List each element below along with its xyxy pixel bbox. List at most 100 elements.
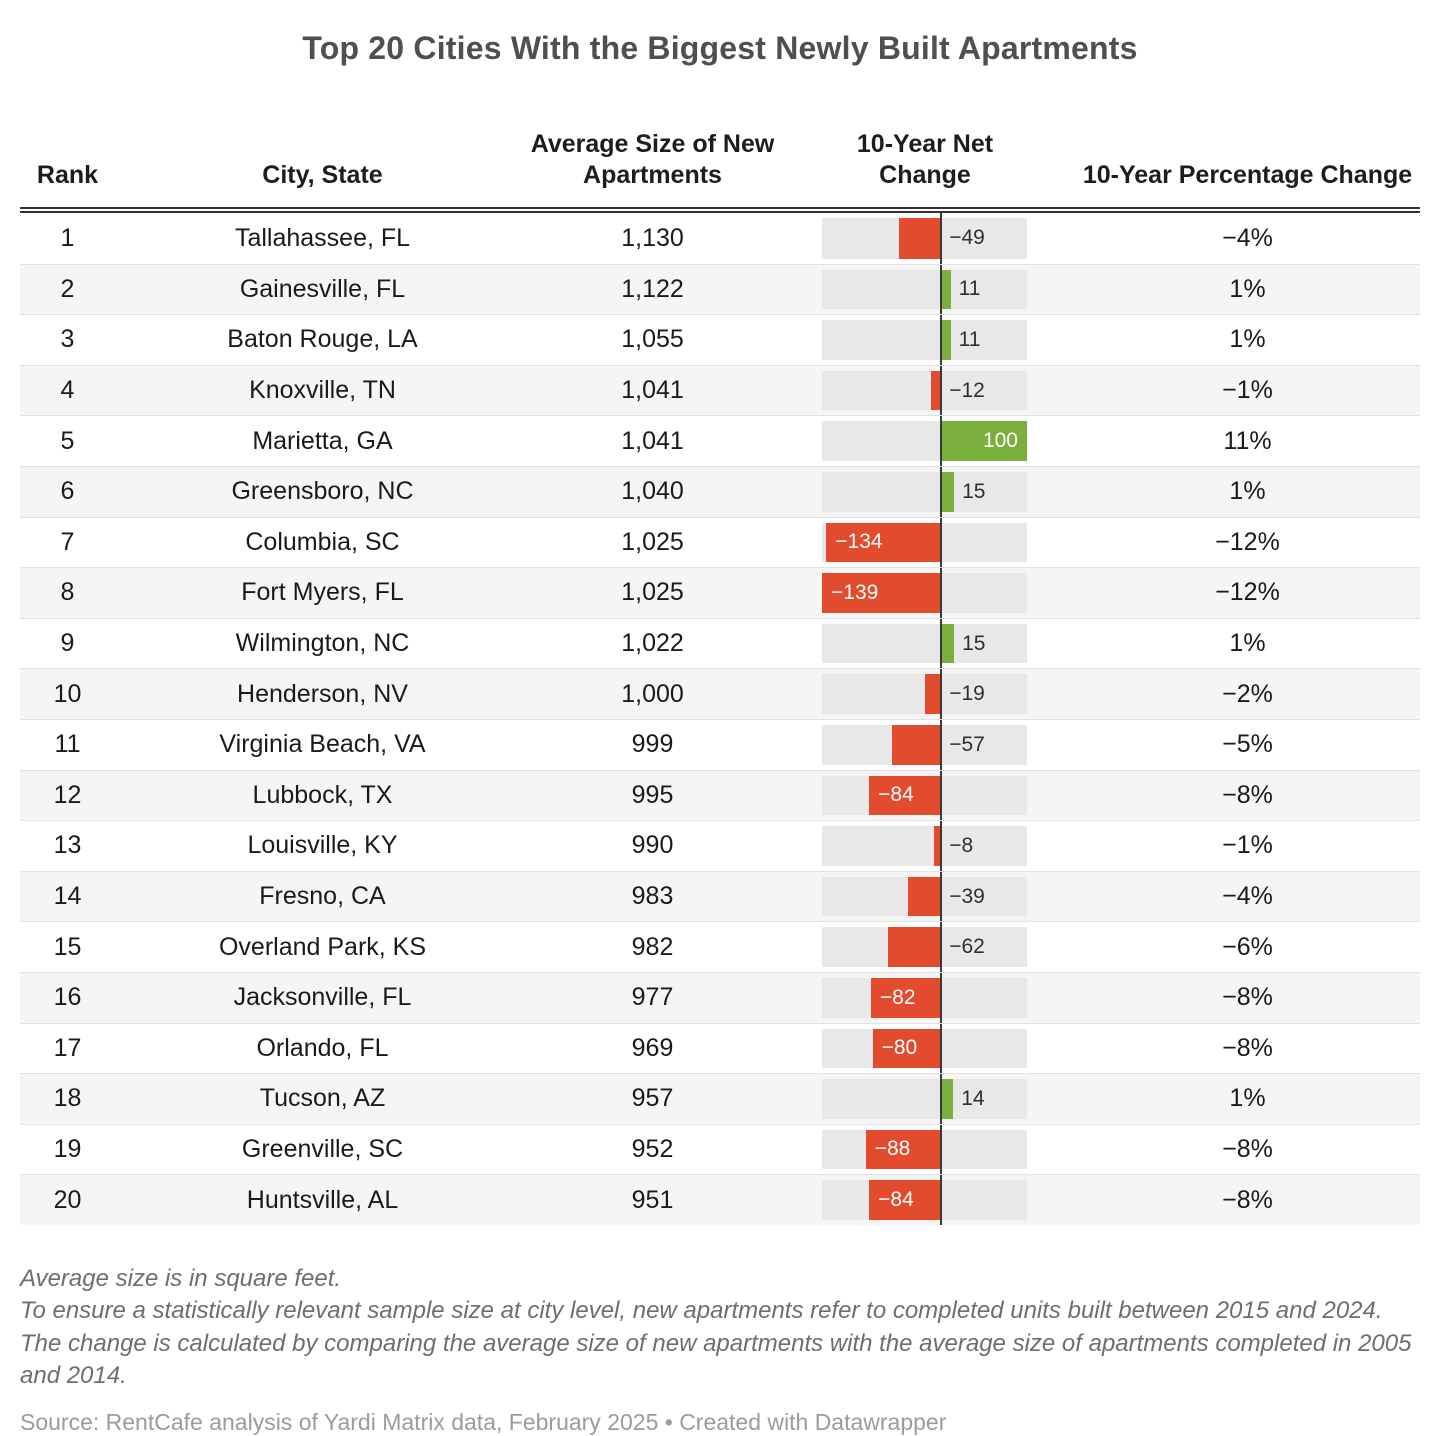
zero-axis-line (940, 466, 942, 517)
zero-axis-line (940, 213, 942, 264)
zero-axis-line (940, 568, 942, 618)
net-change-cell: −84 (775, 1175, 1075, 1225)
column-header-net-change: 10-Year Net Change (856, 130, 994, 189)
size-cell: 1,055 (621, 325, 684, 354)
column-header-average-size: Average Size of New Apartments (530, 130, 775, 189)
bar-value-label: −84 (878, 783, 914, 807)
pct-cell: −6% (1222, 932, 1273, 961)
size-cell: 999 (631, 730, 674, 759)
bar-track: −84 (822, 1180, 1027, 1220)
size-cell: 1,041 (621, 426, 684, 455)
net-change-bar (822, 573, 942, 613)
rank-cell: 9 (60, 629, 75, 658)
bar-track: −19 (822, 674, 1027, 714)
bar-track: −139 (822, 573, 1027, 613)
size-cell: 982 (631, 932, 674, 961)
zero-axis-line (940, 972, 942, 1023)
bar-track: −82 (822, 977, 1027, 1018)
bar-value-label: −8 (949, 833, 974, 857)
bar-track: −88 (822, 1129, 1027, 1170)
net-change-cell: 100 (775, 416, 1075, 466)
rank-cell: 20 (53, 1185, 82, 1214)
net-change-cell: −134 (775, 517, 1075, 568)
net-change-cell: −88 (775, 1124, 1075, 1175)
net-change-cell: 11 (775, 264, 1075, 315)
net-change-bar (930, 370, 942, 411)
city-cell: Marietta, GA (252, 426, 393, 455)
net-change-bar (899, 218, 942, 259)
zero-axis-line (940, 1124, 942, 1175)
pct-cell: −8% (1222, 983, 1273, 1012)
footnote: To ensure a statistically relevant sampl… (20, 1297, 1383, 1325)
bar-track: −80 (822, 1028, 1027, 1069)
size-cell: 977 (631, 983, 674, 1012)
size-cell: 1,025 (621, 578, 684, 607)
net-change-bar (941, 320, 951, 360)
bar-track: 15 (822, 471, 1027, 512)
pct-cell: −1% (1222, 831, 1273, 860)
rank-cell: 6 (60, 477, 75, 506)
city-cell: Tallahassee, FL (234, 223, 411, 252)
net-change-bar (892, 724, 942, 765)
footnotes: Average size is in square feet. To ensur… (20, 1263, 1418, 1393)
net-change-cell: −62 (775, 922, 1075, 972)
pct-cell: −4% (1222, 882, 1273, 911)
table-row: 1 Tallahassee, FL 1,130 −49 −4% (20, 213, 1420, 264)
bar-value-label: 14 (961, 1086, 985, 1110)
bar-value-label: −139 (831, 580, 879, 604)
bar-track: 100 (822, 421, 1027, 461)
net-change-bar (869, 775, 942, 816)
table-row: 2 Gainesville, FL 1,122 11 1% (20, 263, 1420, 315)
bar-track: −12 (822, 370, 1027, 411)
pct-cell: −8% (1222, 1033, 1273, 1062)
net-change-cell: 14 (775, 1074, 1075, 1124)
pct-cell: −2% (1222, 679, 1273, 708)
column-header-city-state: City, State (262, 160, 383, 189)
rank-cell: 1 (60, 223, 75, 252)
size-cell: 1,040 (621, 477, 684, 506)
city-cell: Lubbock, TX (252, 780, 393, 809)
bar-track: 11 (822, 320, 1027, 360)
pct-cell: −12% (1215, 527, 1280, 556)
bar-value-label: −134 (835, 530, 883, 554)
net-change-cell: −82 (775, 972, 1075, 1023)
table-row: 6 Greensboro, NC 1,040 15 1% (20, 465, 1420, 517)
table-row: 11 Virginia Beach, VA 999 −57 −5% (20, 718, 1420, 770)
bar-value-label: −88 (874, 1137, 911, 1161)
bar-value-label: 15 (962, 631, 986, 655)
column-header-rank: Rank (36, 160, 99, 189)
net-change-cell: −49 (775, 213, 1075, 264)
size-cell: 995 (631, 780, 674, 809)
bar-track: 14 (822, 1079, 1027, 1119)
pct-cell: 1% (1229, 274, 1266, 303)
bar-value-label: 11 (958, 277, 981, 301)
footnote: The change is calculated by comparing th… (20, 1329, 1412, 1390)
pct-cell: −4% (1222, 223, 1273, 252)
size-cell: 957 (631, 1084, 674, 1113)
table-row: 16 Jacksonville, FL 977 −82 −8% (20, 971, 1420, 1023)
net-change-bar (941, 269, 951, 310)
net-change-cell: −84 (775, 770, 1075, 821)
net-change-bar (941, 421, 1027, 461)
size-cell: 1,022 (621, 629, 684, 658)
bar-value-label: −80 (881, 1036, 918, 1060)
table-row: 14 Fresno, CA 983 −39 −4% (20, 870, 1420, 922)
table-row: 7 Columbia, SC 1,025 −134 −12% (20, 516, 1420, 568)
table-row: 12 Lubbock, TX 995 −84 −8% (20, 769, 1420, 821)
pct-cell: −8% (1222, 1134, 1273, 1163)
net-change-cell: 15 (775, 466, 1075, 517)
net-change-bar (870, 977, 942, 1018)
rank-cell: 4 (60, 376, 75, 405)
rank-cell: 11 (54, 730, 81, 759)
table-row: 15 Overland Park, KS 982 −62 −6% (20, 921, 1420, 972)
pct-cell: −8% (1222, 780, 1273, 809)
bar-value-label: 11 (958, 327, 981, 351)
net-change-bar (872, 1028, 942, 1069)
bar-value-label: −84 (878, 1188, 914, 1212)
size-cell: 1,000 (621, 679, 684, 708)
table-row: 8 Fort Myers, FL 1,025 −139 −12% (20, 567, 1420, 618)
net-change-cell: 15 (775, 618, 1075, 669)
zero-axis-line (940, 315, 942, 365)
table-header-row: Rank City, State Average Size of New Apa… (20, 129, 1420, 207)
rank-cell: 19 (53, 1134, 82, 1163)
